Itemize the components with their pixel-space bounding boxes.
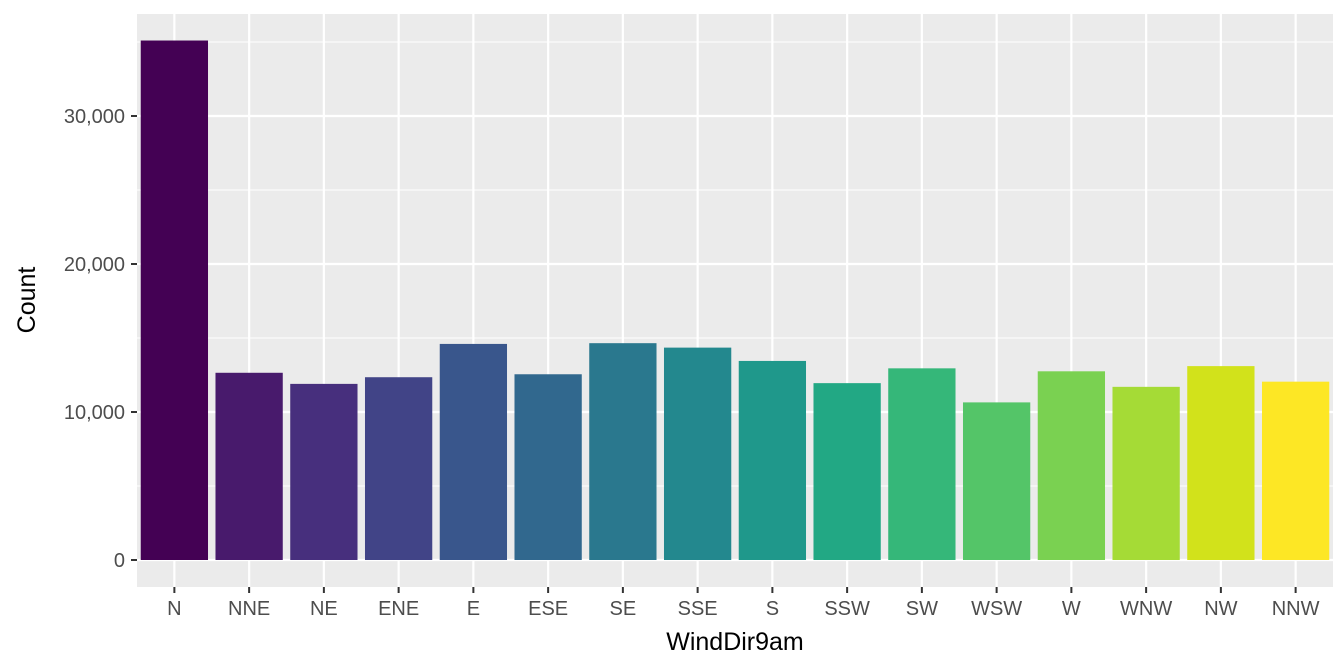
x-tick-label: N [167, 598, 181, 620]
x-tick-label: ESE [528, 598, 568, 620]
y-tick-label: 0 [114, 550, 125, 572]
x-tick-label: SSE [678, 598, 718, 620]
x-tick-label: W [1062, 598, 1081, 620]
x-axis: N NNE NE ENE E ESE SE SSE S SSW SW WSW W WNW NW NNW [167, 587, 1320, 620]
x-tick-label: S [766, 598, 779, 620]
bar-ene [364, 377, 433, 560]
bar-nne [215, 372, 283, 560]
x-tick-label: SW [906, 598, 938, 620]
bar-ese [514, 374, 582, 560]
y-axis-title: Count [13, 267, 41, 334]
x-tick-label: NNW [1272, 598, 1320, 620]
bar-wnw [1112, 386, 1180, 560]
x-tick-label: WSW [971, 598, 1022, 620]
x-tick-label: NNE [228, 598, 270, 620]
y-axis: 0 10,000 20,000 30,000 [64, 106, 137, 572]
x-tick-label: SE [610, 598, 637, 620]
bar-nnw [1261, 381, 1330, 560]
x-tick-label: ENE [378, 598, 419, 620]
bar-nw [1187, 366, 1255, 560]
y-tick-label: 20,000 [64, 254, 125, 276]
x-tick-label: NE [310, 598, 338, 620]
y-tick-label: 30,000 [64, 106, 125, 128]
x-tick-label: E [467, 598, 480, 620]
bars [140, 40, 1330, 560]
bar-wsw [962, 402, 1031, 560]
bar-w [1037, 371, 1106, 560]
y-tick-label: 10,000 [64, 402, 125, 424]
bar-se [589, 343, 657, 560]
x-tick-label: NW [1204, 598, 1237, 620]
bar-s [738, 360, 807, 560]
bar-n [140, 40, 209, 560]
bar-ne [290, 383, 358, 560]
x-tick-label: SSW [824, 598, 870, 620]
bar-e [439, 343, 508, 560]
bar-ssw [813, 383, 881, 560]
bar-sw [888, 368, 956, 560]
bar-sse [663, 347, 732, 560]
x-tick-label: WNW [1120, 598, 1172, 620]
x-axis-title: WindDir9am [666, 628, 804, 656]
